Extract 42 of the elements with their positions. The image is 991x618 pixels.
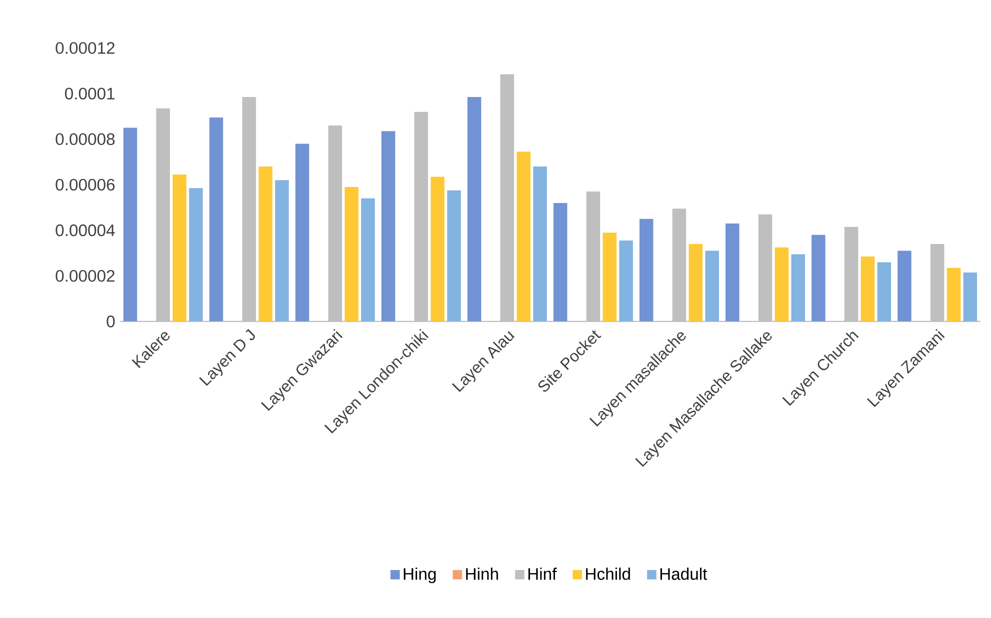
- legend-label: Hchild: [586, 568, 630, 580]
- bar: [639, 219, 654, 322]
- bar: [533, 166, 547, 322]
- bar: [963, 272, 978, 322]
- bar: [430, 176, 444, 322]
- bar: [877, 262, 892, 322]
- bar: [209, 118, 224, 322]
- bar: [860, 256, 875, 322]
- bar: [381, 131, 396, 322]
- bar: [602, 232, 617, 322]
- bar: [361, 198, 375, 322]
- bar: [688, 244, 703, 322]
- y-tick-label: 0.00012: [56, 42, 114, 54]
- bar: [619, 240, 633, 322]
- legend-label: Hing: [404, 568, 436, 584]
- bar: [812, 235, 826, 322]
- y-tick-label: 0.00004: [56, 224, 115, 236]
- bar: [172, 174, 186, 322]
- y-tick-label: 0.00002: [56, 270, 114, 282]
- legend-label: Hadult: [660, 568, 708, 580]
- y-tick-label: 0: [106, 316, 115, 328]
- bar: [123, 128, 138, 322]
- y-tick-label: 0.0001: [64, 88, 115, 100]
- bar: [189, 188, 203, 322]
- bar: [467, 97, 482, 322]
- bar: [258, 166, 272, 322]
- legend-label: Hinf: [528, 568, 557, 580]
- bar: [705, 251, 719, 322]
- bar: [898, 251, 912, 322]
- bar: [553, 203, 568, 322]
- bar: [275, 180, 289, 322]
- y-tick-label: 0.00008: [56, 133, 115, 146]
- bar: [447, 190, 461, 322]
- bar: [295, 144, 310, 322]
- bar: [791, 254, 806, 322]
- bar: [946, 268, 961, 322]
- bar: [516, 152, 530, 322]
- y-tick-label: 0.00006: [56, 179, 115, 191]
- bar: [726, 224, 740, 322]
- legend-label: Hinh: [466, 568, 498, 580]
- bar: [344, 187, 358, 322]
- bar: [774, 248, 789, 322]
